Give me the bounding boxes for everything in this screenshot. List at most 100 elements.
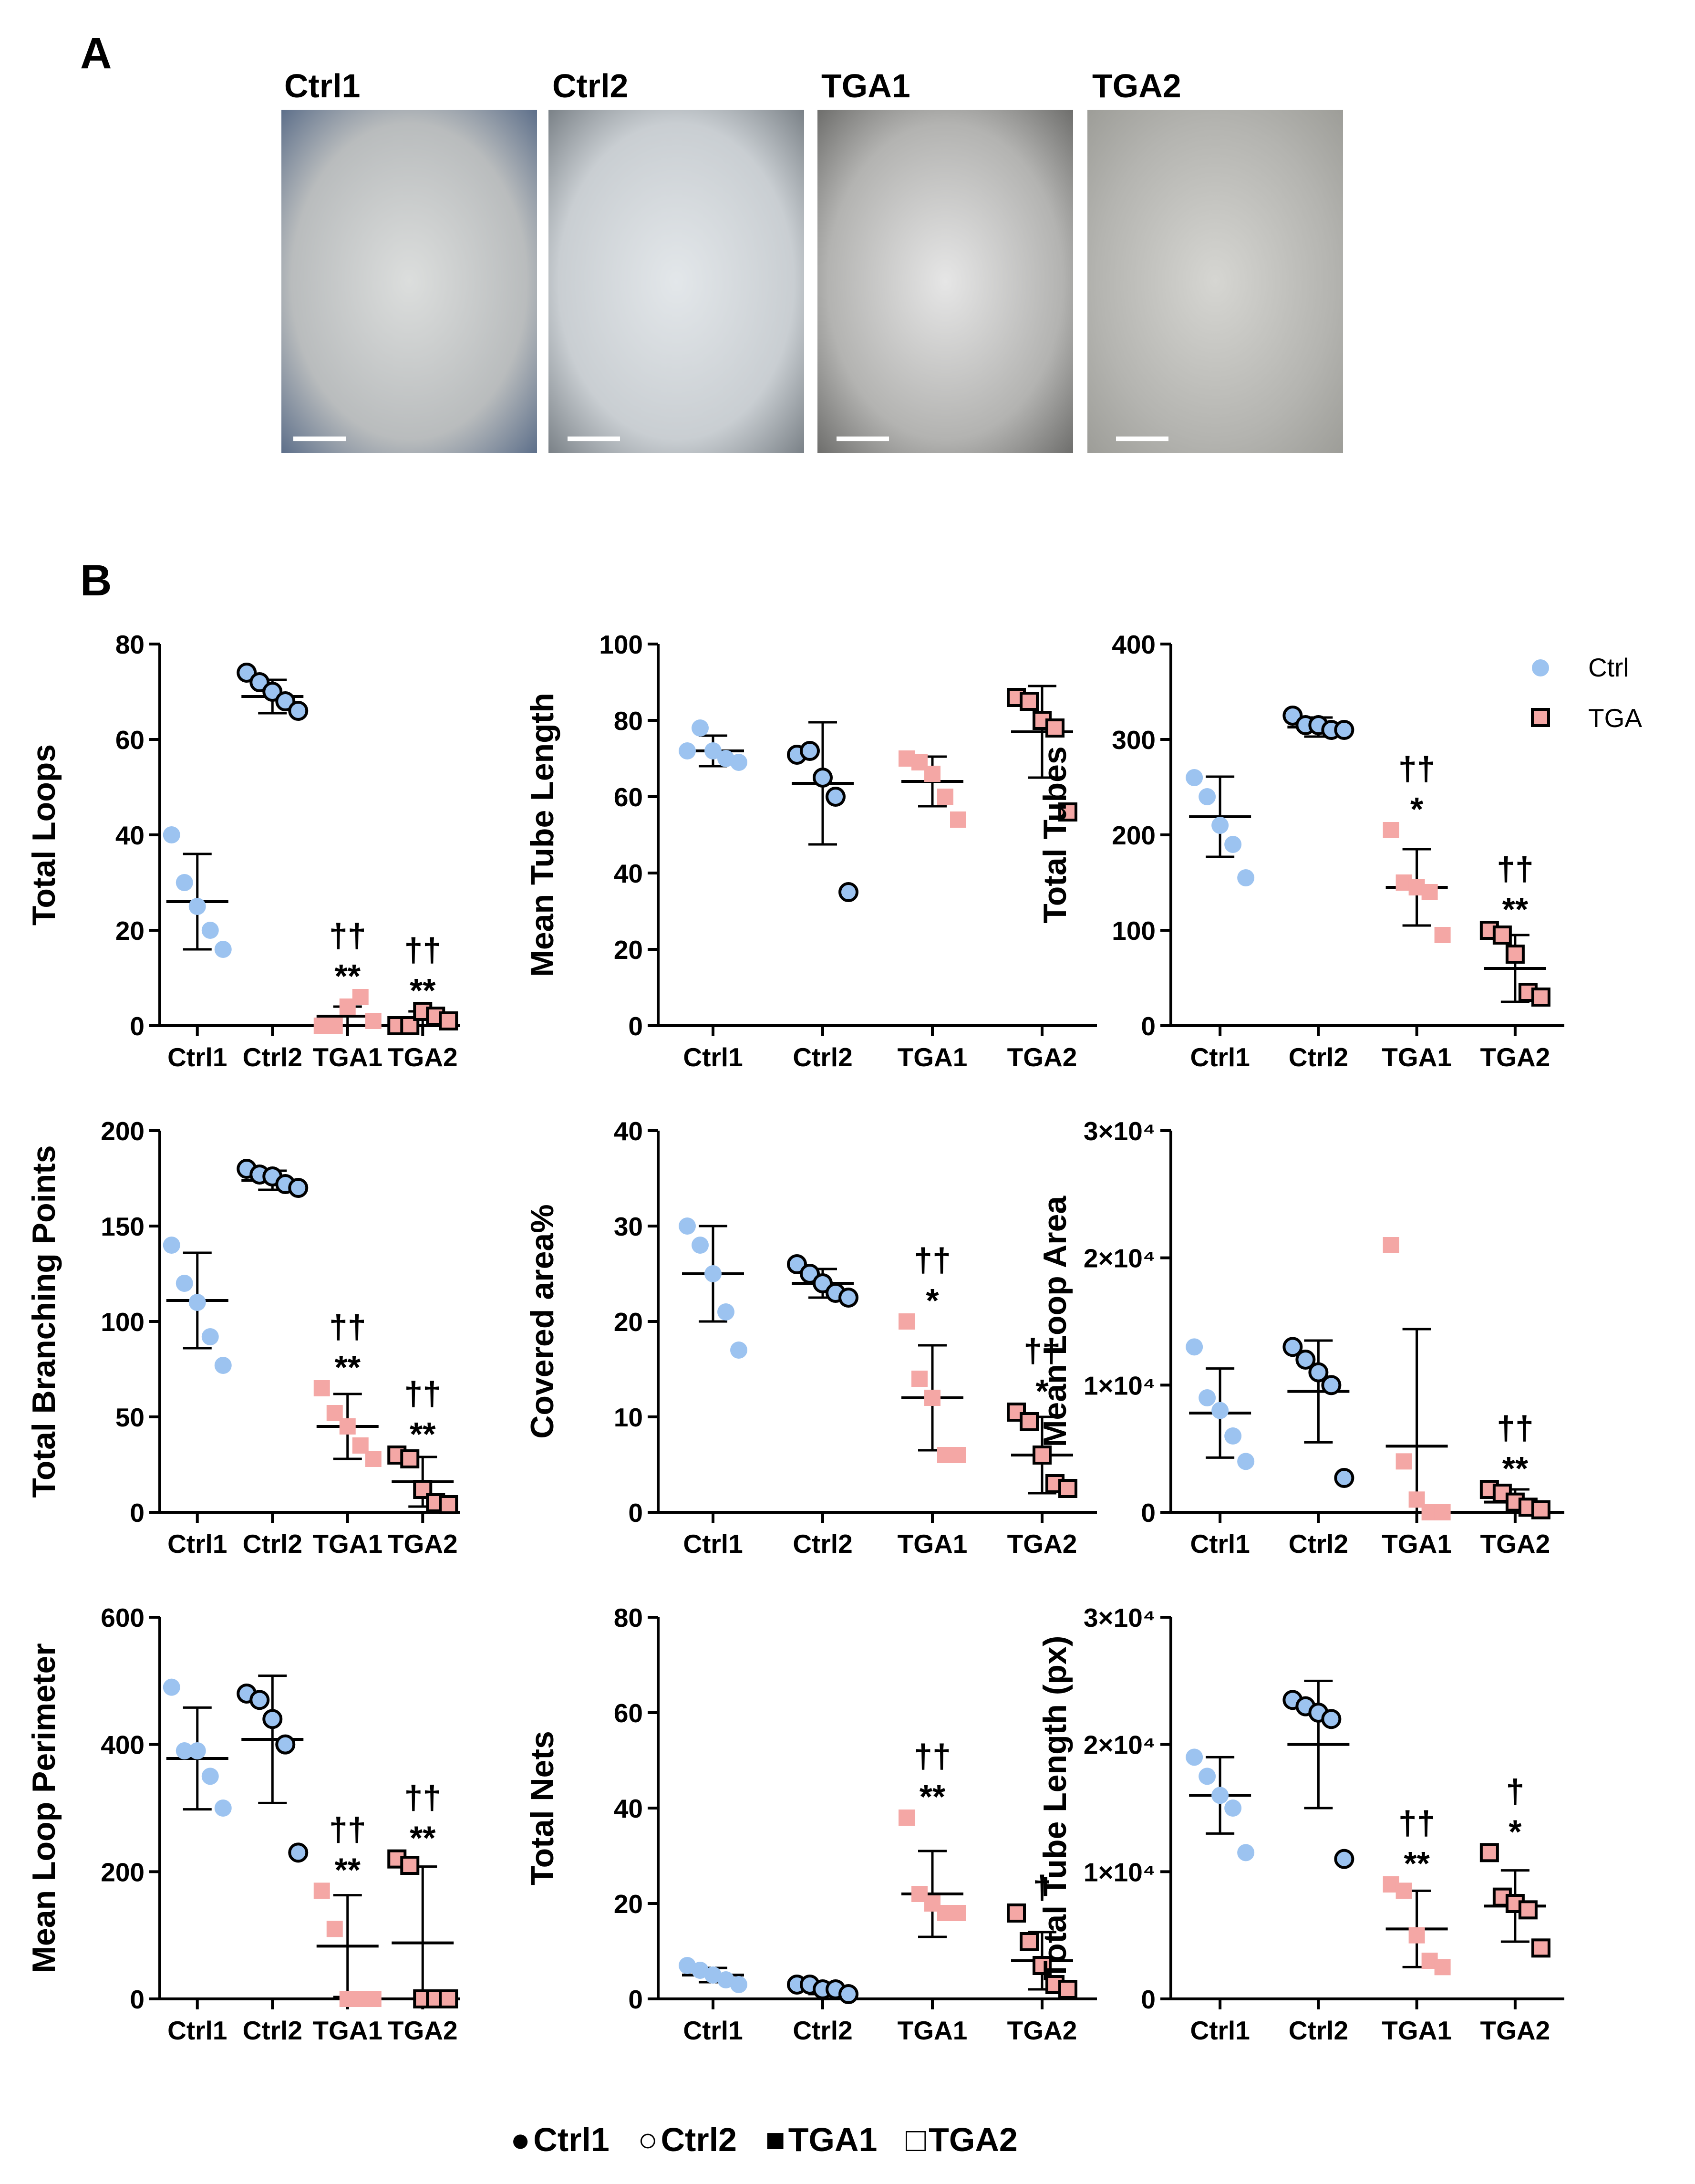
- x-tick-label: TGA1: [1382, 1529, 1452, 1559]
- x-tick-label: Ctrl2: [243, 1529, 302, 1559]
- data-point-tga2: [1033, 1956, 1052, 1975]
- x-tick-label: Ctrl2: [1289, 1529, 1348, 1559]
- data-point-ctrl1: [188, 1294, 206, 1311]
- data-point-tga1: [1434, 1959, 1451, 1976]
- y-axis-label: Total Loops: [26, 744, 62, 926]
- data-point-ctrl1: [163, 1678, 180, 1696]
- significance-dagger: ††: [1497, 850, 1534, 887]
- significance-star: **: [410, 1415, 436, 1453]
- x-tick-label: TGA1: [312, 1529, 382, 1559]
- data-point-ctrl1: [679, 742, 696, 759]
- data-point-ctrl2: [1321, 1375, 1342, 1395]
- x-tick-label: TGA2: [1480, 2016, 1550, 2045]
- data-point-ctrl2: [1295, 1350, 1316, 1370]
- y-tick-label: 60: [614, 1698, 643, 1728]
- data-point-ctrl1: [730, 754, 747, 771]
- y-tick-label: 40: [614, 859, 643, 888]
- data-point-ctrl1: [717, 750, 734, 767]
- data-point-ctrl1: [201, 1328, 219, 1345]
- y-tick-label: 100: [599, 630, 643, 659]
- legend-tga2-symbol: □: [905, 2121, 926, 2158]
- y-tick-label: 200: [101, 1857, 145, 1887]
- data-point-ctrl1: [176, 1742, 193, 1759]
- micro-title-ctrl2: Ctrl2: [552, 67, 629, 104]
- x-tick-label: Ctrl1: [167, 2016, 227, 2045]
- x-tick-label: TGA1: [1382, 1042, 1452, 1072]
- data-point-ctrl1: [1211, 1402, 1229, 1419]
- data-point-tga2: [1505, 1492, 1525, 1512]
- panel-a-letter: A: [80, 29, 112, 78]
- data-point-tga2: [1058, 1479, 1077, 1498]
- significance-star: **: [1502, 891, 1529, 928]
- y-tick-label: 1×10⁴: [1084, 1857, 1156, 1887]
- data-point-ctrl1: [214, 941, 232, 958]
- data-point-ctrl2: [838, 1984, 858, 2004]
- y-tick-label: 20: [614, 1889, 643, 1919]
- data-point-ctrl1: [1224, 1799, 1242, 1817]
- legend-ctrl2-symbol: ○: [638, 2121, 658, 2158]
- y-axis-label: Total Nets: [524, 1731, 560, 1885]
- data-point-tga2: [1058, 1980, 1077, 1999]
- data-point-ctrl1: [679, 1957, 696, 1974]
- micro-title-ctrl1: Ctrl1: [284, 67, 361, 104]
- data-point-ctrl1: [176, 1275, 193, 1292]
- y-axis-label: Mean Tube Length: [524, 693, 560, 977]
- data-point-ctrl1: [176, 874, 193, 891]
- data-point-ctrl2: [288, 1842, 309, 1863]
- legend-ctrl2: ○Ctrl2: [638, 2121, 737, 2159]
- y-tick-label: 80: [614, 1603, 643, 1633]
- data-point-tga1: [352, 989, 369, 1005]
- data-point-ctrl2: [1334, 1468, 1354, 1488]
- data-point-tga1: [1383, 822, 1399, 838]
- y-tick-label: 100: [101, 1307, 145, 1337]
- legend-tga1-label: TGA1: [788, 2121, 878, 2158]
- data-point-ctrl2: [1282, 1337, 1303, 1357]
- data-point-ctrl1: [188, 1742, 206, 1759]
- x-tick-label: TGA2: [1007, 2016, 1077, 2045]
- data-point-ctrl2: [800, 1264, 820, 1284]
- x-tick-label: Ctrl2: [243, 1042, 302, 1072]
- y-tick-label: 0: [1141, 1498, 1156, 1528]
- data-point-tga1: [365, 1451, 382, 1467]
- x-tick-label: Ctrl2: [793, 1529, 852, 1559]
- significance-star: **: [1502, 1450, 1529, 1487]
- x-tick-label: TGA2: [1007, 1042, 1077, 1072]
- y-axis-label: Mean Loop Perimeter: [26, 1643, 62, 1973]
- y-tick-label: 60: [614, 782, 643, 812]
- data-point-ctrl1: [692, 1962, 709, 1979]
- y-axis-label: Mean Loop Area: [1037, 1196, 1073, 1447]
- significance-dagger: †: [1033, 1869, 1052, 1906]
- data-point-ctrl1: [730, 1976, 747, 1993]
- legend-tga2: □TGA2: [906, 2121, 1018, 2159]
- significance-star: **: [410, 1820, 436, 1857]
- y-tick-label: 40: [614, 1794, 643, 1823]
- data-point-ctrl1: [1186, 1338, 1203, 1356]
- y-axis-label: Total Tubes: [1037, 746, 1073, 923]
- chart-6: 0 1×10⁴ 2×10⁴ 3×10⁴ Mean Loop Area Ctrl1 Ctrl2…: [1037, 1116, 1564, 1559]
- x-tick-label: TGA1: [312, 2016, 382, 2045]
- data-point-ctrl2: [1282, 706, 1303, 726]
- y-tick-label: 40: [115, 821, 145, 850]
- data-point-ctrl2: [262, 1709, 283, 1729]
- data-point-ctrl2: [838, 1288, 858, 1308]
- data-point-tga1: [339, 1418, 356, 1435]
- micrograph-ctrl2: [548, 110, 804, 453]
- chart-9: 0 1×10⁴ 2×10⁴ 3×10⁴ Total Tube Length (px) Ct…: [1037, 1603, 1564, 2045]
- data-point-tga1: [950, 811, 966, 828]
- y-tick-label: 1×10⁴: [1084, 1371, 1156, 1400]
- legend-tga-marker: [1531, 708, 1550, 727]
- data-point-tga1: [924, 1390, 941, 1406]
- data-point-ctrl1: [1211, 1787, 1229, 1804]
- data-point-tga1: [326, 1018, 343, 1034]
- x-tick-label: TGA1: [898, 2016, 968, 2045]
- significance-star: *: [1410, 790, 1424, 828]
- significance-dagger: ††: [914, 1737, 951, 1775]
- x-tick-label: TGA1: [1382, 2016, 1452, 2045]
- data-point-tga1: [1408, 1927, 1425, 1944]
- data-point-tga1: [924, 766, 941, 782]
- data-point-ctrl1: [163, 826, 180, 843]
- data-point-tga2: [439, 1495, 458, 1514]
